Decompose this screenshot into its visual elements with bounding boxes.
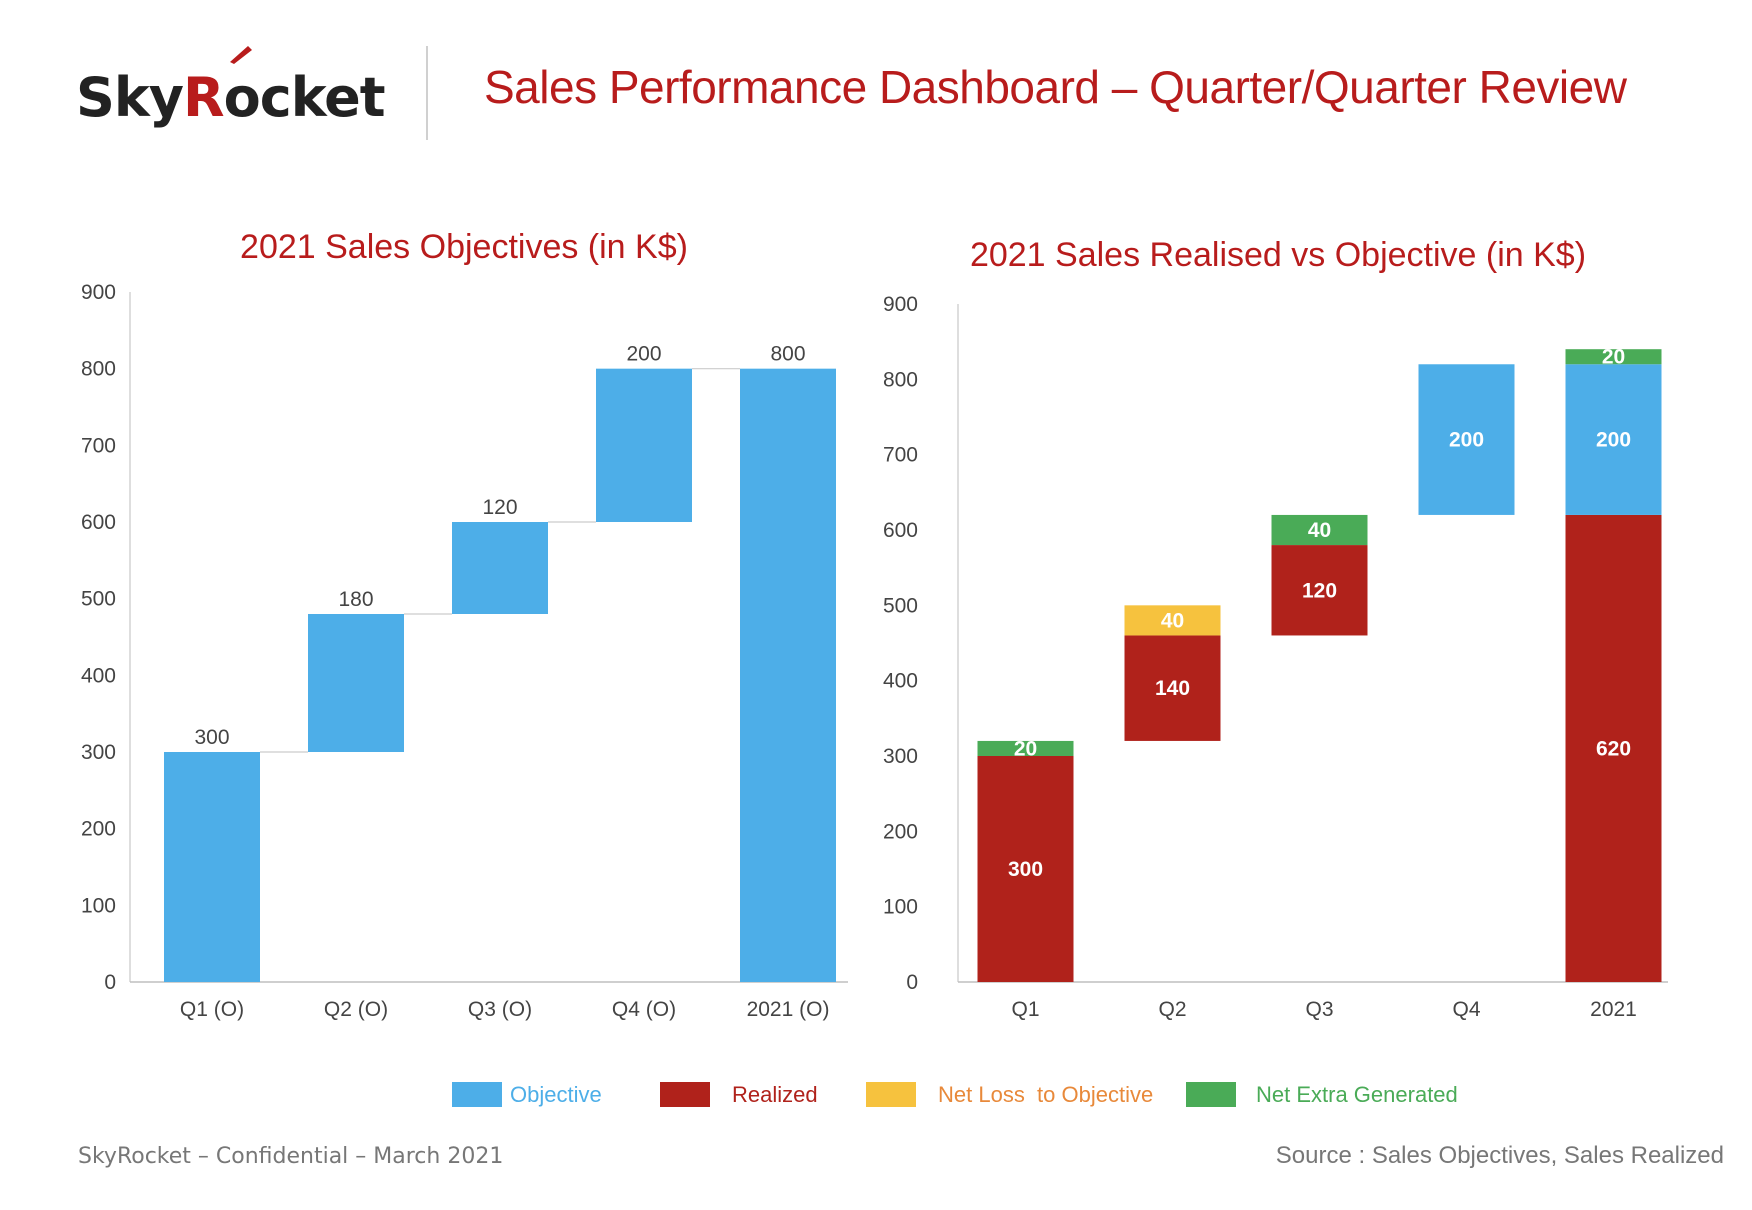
chart2-bar-2021-net-extra-generated <box>1565 349 1662 365</box>
chart2-data-label: 200 <box>1596 429 1631 452</box>
chart2-bar-q3-realized <box>1271 545 1368 636</box>
chart1-y-tick-label: 600 <box>81 511 116 534</box>
legend-swatch-objective <box>452 1082 502 1107</box>
legend-label-objective: Objective <box>510 1082 602 1107</box>
chart2-data-label: 300 <box>1008 858 1043 881</box>
chart1-y-tick-label: 800 <box>81 358 116 381</box>
page-title: Sales Performance Dashboard – Quarter/Qu… <box>484 61 1627 113</box>
chart1-x-tick-label: Q1 (O) <box>180 998 244 1021</box>
chart1-x-tick-label: Q3 (O) <box>468 998 532 1021</box>
header-divider <box>426 46 428 140</box>
chart2-y-tick-label: 500 <box>883 594 918 617</box>
chart2-data-label: 20 <box>1014 737 1037 760</box>
legend-swatch-net-extra <box>1186 1082 1236 1107</box>
chart2-data-label: 620 <box>1596 737 1631 760</box>
chart1-y-tick-label: 300 <box>81 741 116 764</box>
legend: Objective Realized Net Loss to Objective… <box>0 1080 1752 1120</box>
logo-prefix: Sky <box>76 66 184 129</box>
chart1-data-label: 200 <box>626 343 661 366</box>
chart1-bar-2021-o-objective <box>740 368 836 983</box>
chart2-y-tick-label: 600 <box>883 519 918 542</box>
chart2-data-label: 40 <box>1161 609 1184 632</box>
chart2-y-tick-label: 900 <box>883 293 918 316</box>
chart1-data-label: 180 <box>338 588 373 611</box>
legend-label-realized: Realized <box>732 1082 818 1107</box>
chart2-bar-2021-objective <box>1565 364 1662 515</box>
legend-swatch-net-loss <box>866 1082 916 1107</box>
chart1-y-tick-label: 200 <box>81 818 116 841</box>
chart2-y-tick-label: 0 <box>906 971 918 994</box>
chart1-y-tick-label: 400 <box>81 664 116 687</box>
legend-label-net-loss: Net Loss to Objective <box>938 1082 1154 1107</box>
chart1-x-tick-label: 2021 (O) <box>747 998 830 1021</box>
chart2-data-label: 140 <box>1155 677 1190 700</box>
chart2-bar-q2-net-loss-to-objective <box>1124 605 1221 636</box>
chart2-x-tick-label: 2021 <box>1590 998 1637 1021</box>
logo-suffix: ocket <box>223 66 386 129</box>
chart2-title: 2021 Sales Realised vs Objective (in K$) <box>970 236 1586 274</box>
chart1-data-label: 300 <box>194 726 229 749</box>
legend-label-net-extra: Net Extra Generated <box>1256 1082 1458 1107</box>
footer-confidential: SkyRocket – Confidential – March 2021 <box>78 1144 504 1169</box>
chart2-x-tick-label: Q1 <box>1011 998 1039 1021</box>
chart2-x-tick-label: Q4 <box>1452 998 1480 1021</box>
chart1-y-tick-label: 700 <box>81 434 116 457</box>
chart1-y-tick-label: 100 <box>81 894 116 917</box>
logo-text: SkyRocket <box>76 66 386 129</box>
chart1-bar-q2-o-objective <box>308 614 404 752</box>
chart2-y-tick-label: 300 <box>883 745 918 768</box>
chart1-data-label: 800 <box>770 343 805 366</box>
logo: SkyRocket <box>76 44 386 134</box>
chart2-bar-q3-net-extra-generated <box>1271 514 1368 546</box>
chart1-bar-q3-o-objective <box>452 522 548 614</box>
chart1-y-tick-label: 900 <box>81 281 116 304</box>
chart1-x-tick-label: Q2 (O) <box>324 998 388 1021</box>
chart1-y-tick-label: 0 <box>104 971 116 994</box>
chart2-data-label: 120 <box>1302 579 1337 602</box>
chart2-bar-q1-net-extra-generated <box>977 740 1074 756</box>
chart1-y-tick-label: 500 <box>81 588 116 611</box>
chart2-data-label: 200 <box>1449 429 1484 452</box>
footer-source: Source : Sales Objectives, Sales Realize… <box>1275 1142 1724 1169</box>
chart2-data-label: 40 <box>1308 519 1331 542</box>
chart2-x-tick-label: Q2 <box>1158 998 1186 1021</box>
chart1-title: 2021 Sales Objectives (in K$) <box>240 228 688 266</box>
chart1-bar-q4-o-objective <box>596 368 692 522</box>
chart2-bar-q2-realized <box>1124 635 1221 741</box>
chart1-bar-q1-o-objective <box>164 752 260 982</box>
chart2-data-label: 20 <box>1602 346 1625 369</box>
chart2-y-tick-label: 400 <box>883 670 918 693</box>
legend-swatch-realized <box>660 1082 710 1107</box>
chart2-y-tick-label: 700 <box>883 444 918 467</box>
chart1-x-tick-label: Q4 (O) <box>612 998 676 1021</box>
chart2-y-tick-label: 800 <box>883 368 918 391</box>
chart2-y-tick-label: 100 <box>883 896 918 919</box>
chart2-bar-q4-objective <box>1418 364 1515 515</box>
chart2-y-tick-label: 200 <box>883 820 918 843</box>
chart1-data-label: 120 <box>482 496 517 519</box>
chart2-bar-2021-realized <box>1565 514 1662 982</box>
logo-accent-letter: R <box>183 66 225 129</box>
chart2-x-tick-label: Q3 <box>1305 998 1333 1021</box>
chart2-bar-q1-realized <box>977 756 1074 982</box>
logo-accent-mark <box>230 46 252 64</box>
